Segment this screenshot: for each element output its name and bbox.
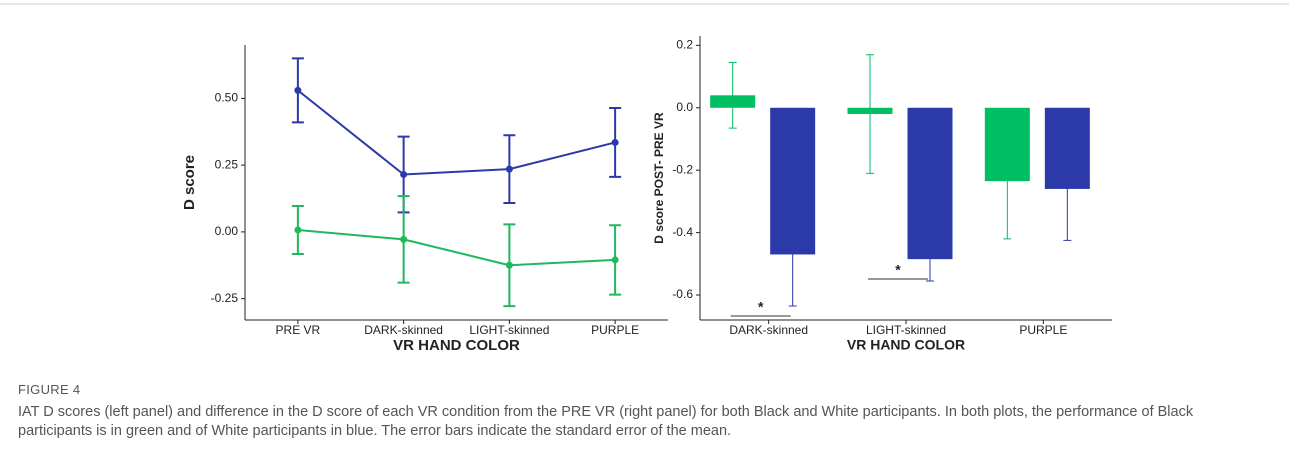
series-line xyxy=(297,89,616,176)
x-tick-label: DARK-skinned xyxy=(729,323,808,337)
bar xyxy=(770,107,816,255)
bar xyxy=(984,107,1030,182)
point xyxy=(400,170,408,178)
point xyxy=(505,165,513,173)
point xyxy=(611,138,619,146)
x-axis-label: VR HAND COLOR xyxy=(393,337,520,354)
y-tick-label: 0.50 xyxy=(215,91,239,105)
figure-caption: IAT D scores (left panel) and difference… xyxy=(18,404,1194,439)
y-axis-label: D score POST- PRE VR xyxy=(652,112,666,244)
x-tick-label: LIGHT-skinned xyxy=(469,323,549,337)
bar xyxy=(847,107,893,115)
x-tick-label: PRE VR xyxy=(276,323,321,337)
point xyxy=(294,86,302,94)
y-tick-label: 0.00 xyxy=(215,224,239,238)
point xyxy=(505,261,513,269)
y-tick-label: -0.25 xyxy=(211,291,239,305)
error-bar xyxy=(866,54,874,174)
significance-mark: * xyxy=(895,262,901,278)
y-tick-label: -0.6 xyxy=(672,287,693,301)
figure: -0.25 0.00 0.25 0.50 PRE VR DARK-skinned LIGHT… xyxy=(0,3,1289,354)
bar xyxy=(907,107,953,260)
point xyxy=(611,256,619,264)
x-tick-label: PURPLE xyxy=(591,323,639,337)
x-tick-label: LIGHT-skinned xyxy=(866,323,946,337)
y-tick-label: 0.25 xyxy=(215,157,239,171)
point xyxy=(400,235,408,243)
y-tick-label: -0.4 xyxy=(672,225,693,239)
bar xyxy=(1044,107,1090,189)
y-tick-label: 0.0 xyxy=(676,100,693,114)
x-axis-label: VR HAND COLOR xyxy=(847,337,965,353)
point xyxy=(294,226,302,234)
x-tick-label: DARK-skinned xyxy=(364,323,443,337)
series-line xyxy=(297,229,616,267)
bar xyxy=(710,95,756,108)
y-tick-label: 0.2 xyxy=(676,38,693,52)
significance-mark: * xyxy=(758,299,764,315)
caption-block: FIGURE 4 IAT D scores (left panel) and d… xyxy=(18,382,1268,441)
x-tick-label: PURPLE xyxy=(1019,323,1067,337)
y-axis-label: D score xyxy=(181,155,198,210)
y-tick-label: -0.2 xyxy=(672,162,693,176)
figure-label: FIGURE 4 xyxy=(18,382,81,397)
